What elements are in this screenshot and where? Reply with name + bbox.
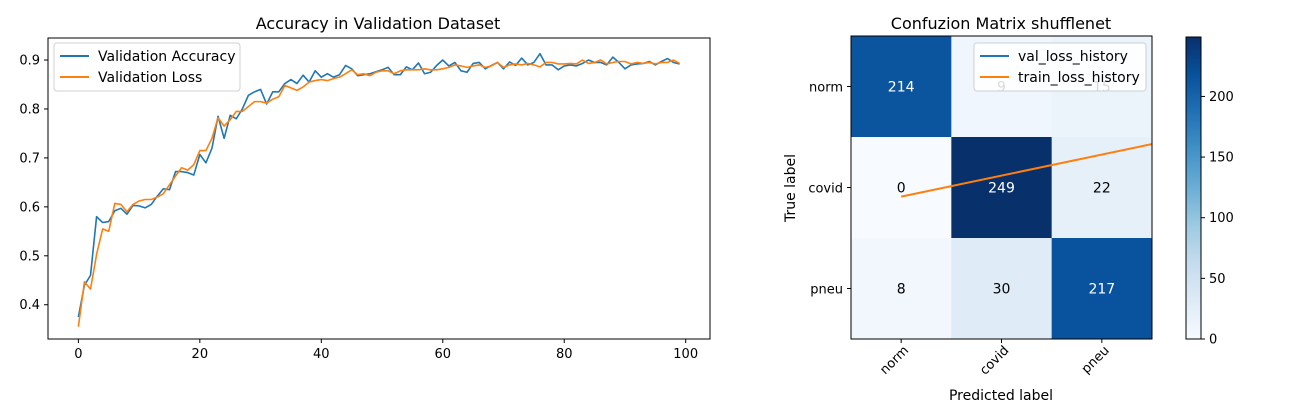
colorbar-ticks: 0 50 100 150 200 (1201, 90, 1234, 348)
matrix-x-tick-label: pneu (1079, 343, 1113, 377)
colorbar-tick-label: 50 (1209, 272, 1226, 287)
matrix-y-tick-label: pneu (810, 283, 843, 298)
confusion-matrix-overlay-line (900, 143, 1153, 198)
y-tick-label: 0.5 (19, 249, 40, 264)
confusion-matrix-y-axis-label: True label (783, 154, 799, 223)
matrix-y-tick-label: covid (808, 182, 843, 197)
matrix-y-tick-label: norm (809, 81, 843, 96)
matrix-x-tick-label: covid (977, 343, 1012, 378)
line-chart-legend-box (53, 42, 241, 92)
matrix-cell-label: 8 (897, 282, 906, 298)
confusion-matrix-legend: val_loss_history train_loss_history (973, 42, 1147, 92)
confusion-matrix-y-ticks: norm covid pneu (808, 81, 851, 298)
matrix-cell (851, 137, 952, 239)
series-line-validation-loss (77, 59, 681, 327)
y-tick-label: 0.6 (19, 200, 40, 215)
colorbar-tick-label: 200 (1209, 90, 1234, 105)
y-tick-label: 0.7 (19, 151, 40, 166)
matrix-cell (1051, 238, 1153, 340)
line-chart-title: Accuracy in Validation Dataset (256, 14, 501, 33)
matrix-cell-label: 214 (888, 80, 915, 96)
x-tick-label: 60 (434, 347, 451, 362)
colorbar-tick-label: 100 (1209, 211, 1234, 226)
matrix-cell-label: 22 (1093, 181, 1111, 197)
matrix-cell (951, 238, 1053, 340)
matrix-cell-label: 249 (988, 181, 1015, 197)
confusion-matrix-x-ticks: norm covid pneu (877, 339, 1113, 378)
matrix-x-tick-label: norm (877, 343, 912, 378)
line-chart-x-ticks: 0 20 40 60 80 100 (74, 339, 698, 362)
accuracy-line-chart: Accuracy in Validation Dataset 0 20 40 60 80… (19, 14, 711, 362)
confusion-matrix-chart: Confuzion Matrix shufflenet 214915024922… (783, 14, 1234, 400)
matrix-cell (851, 238, 952, 340)
legend-label-validation-accuracy: Validation Accuracy (98, 49, 236, 65)
line-chart-series (77, 52, 681, 327)
line-chart-legend: Validation Accuracy Validation Loss (53, 42, 241, 92)
legend-label-val-loss-history: val_loss_history (1018, 49, 1128, 65)
colorbar-tick-label: 150 (1209, 151, 1234, 166)
matrix-cell-label: 0 (897, 181, 906, 197)
confusion-matrix-legend-box (973, 42, 1147, 92)
line-chart-axes-frame (47, 37, 711, 340)
y-tick-label: 0.8 (19, 102, 40, 117)
matrix-cell (951, 137, 1053, 239)
legend-label-train-loss-history: train_loss_history (1018, 70, 1140, 86)
confusion-matrix-x-axis-label: Predicted label (949, 388, 1053, 400)
y-tick-label: 0.4 (19, 298, 40, 313)
colorbar-tick-label: 0 (1209, 333, 1217, 348)
line-chart-y-ticks: 0.4 0.5 0.6 0.7 0.8 0.9 (19, 54, 48, 313)
y-tick-label: 0.9 (19, 54, 40, 69)
colorbar (1185, 36, 1202, 340)
matrix-cell (851, 36, 952, 138)
x-tick-label: 80 (556, 347, 573, 362)
x-tick-label: 20 (192, 347, 209, 362)
x-tick-label: 40 (313, 347, 330, 362)
x-tick-label: 0 (74, 347, 82, 362)
legend-label-validation-loss: Validation Loss (98, 70, 202, 86)
overlay-line-train-loss-history (900, 143, 1153, 198)
x-tick-label: 100 (673, 347, 698, 362)
matrix-cell-label: 30 (993, 282, 1011, 298)
confusion-matrix-title: Confuzion Matrix shufflenet (891, 14, 1111, 33)
matrix-cell-label: 217 (1088, 282, 1115, 298)
